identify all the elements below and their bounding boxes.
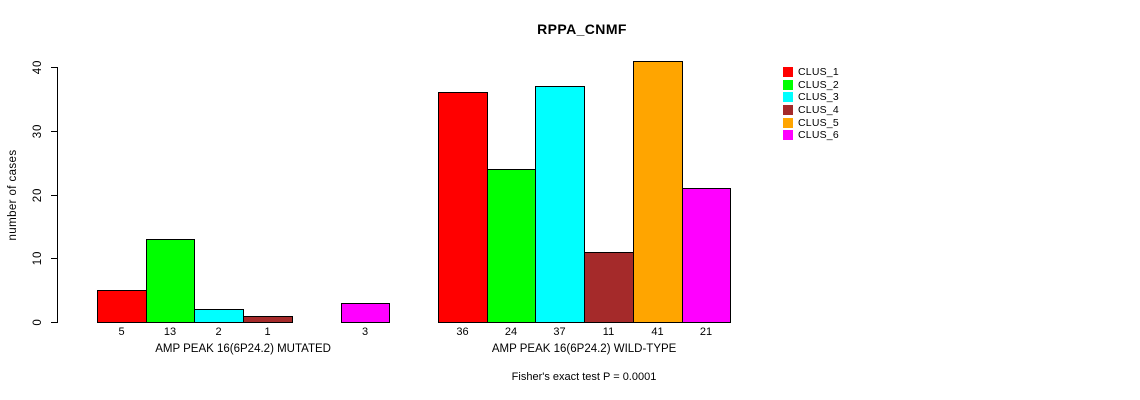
legend-item-clus_5: CLUS_5 — [783, 116, 839, 129]
y-tick-label: 30 — [32, 123, 44, 139]
legend-item-clus_1: CLUS_1 — [783, 66, 839, 79]
bar-value-label: 37 — [553, 326, 566, 338]
legend-label: CLUS_5 — [798, 116, 839, 129]
legend-swatch-icon — [783, 67, 793, 78]
bar-value-label: 36 — [456, 326, 469, 338]
y-axis-line — [57, 67, 58, 323]
group-label-1: AMP PEAK 16(6P24.2) MUTATED — [155, 343, 331, 355]
y-tick-label: 10 — [32, 250, 44, 266]
y-tick — [51, 258, 57, 259]
legend-swatch-icon — [783, 117, 793, 128]
bar-value-label: 11 — [602, 326, 615, 338]
bar-value-label: 2 — [215, 326, 222, 338]
legend-item-clus_4: CLUS_4 — [783, 104, 839, 117]
fisher-annotation: Fisher's exact test P = 0.0001 — [511, 371, 657, 383]
bar-value-label: 5 — [118, 326, 125, 338]
legend-item-clus_6: CLUS_6 — [783, 129, 839, 142]
bar-value-label: 24 — [504, 326, 518, 338]
legend-label: CLUS_4 — [798, 104, 839, 117]
y-tick — [51, 195, 57, 196]
bar-clus_2-group2 — [487, 169, 536, 323]
bar-clus_6-group1 — [341, 303, 390, 323]
bar-value-label: 21 — [699, 326, 713, 338]
bar-clus_3-group2 — [535, 86, 585, 323]
y-tick-label: 40 — [32, 59, 44, 75]
y-tick-label: 0 — [32, 318, 44, 326]
bar-value-label: 41 — [651, 326, 664, 338]
legend-item-clus_2: CLUS_2 — [783, 79, 839, 92]
group-label-2: AMP PEAK 16(6P24.2) WILD-TYPE — [491, 343, 677, 355]
legend-swatch-icon — [783, 92, 793, 103]
y-tick — [51, 131, 57, 132]
bar-value-label: 13 — [163, 326, 177, 338]
legend-label: CLUS_1 — [798, 66, 839, 79]
legend-swatch-icon — [783, 130, 793, 141]
bar-clus_3-group1 — [194, 309, 244, 323]
bar-clus_4-group2 — [584, 252, 634, 323]
y-tick — [51, 322, 57, 323]
y-tick-label: 20 — [32, 187, 44, 203]
legend-swatch-icon — [783, 105, 793, 116]
legend: CLUS_1 CLUS_2 CLUS_3 CLUS_4 CLUS_5 CLUS_6 — [783, 66, 839, 142]
bar-clus_1-group2 — [438, 92, 488, 323]
bar-clus_4-group1 — [243, 316, 293, 323]
bar-clus_6-group2 — [682, 188, 731, 323]
legend-label: CLUS_3 — [798, 91, 839, 104]
bar-clus_2-group1 — [146, 239, 195, 323]
chart-title: RPPA_CNMF — [537, 21, 627, 37]
y-tick — [51, 67, 57, 68]
legend-label: CLUS_2 — [798, 78, 839, 91]
bar-value-label: 3 — [361, 326, 369, 338]
y-axis-label: number of cases — [7, 149, 19, 241]
bar-value-label: 1 — [264, 326, 271, 338]
bar-clus_5-group2 — [633, 61, 683, 323]
bar-clus_1-group1 — [97, 290, 147, 323]
legend-swatch-icon — [783, 79, 793, 90]
legend-label: CLUS_6 — [798, 129, 839, 142]
legend-item-clus_3: CLUS_3 — [783, 91, 839, 104]
